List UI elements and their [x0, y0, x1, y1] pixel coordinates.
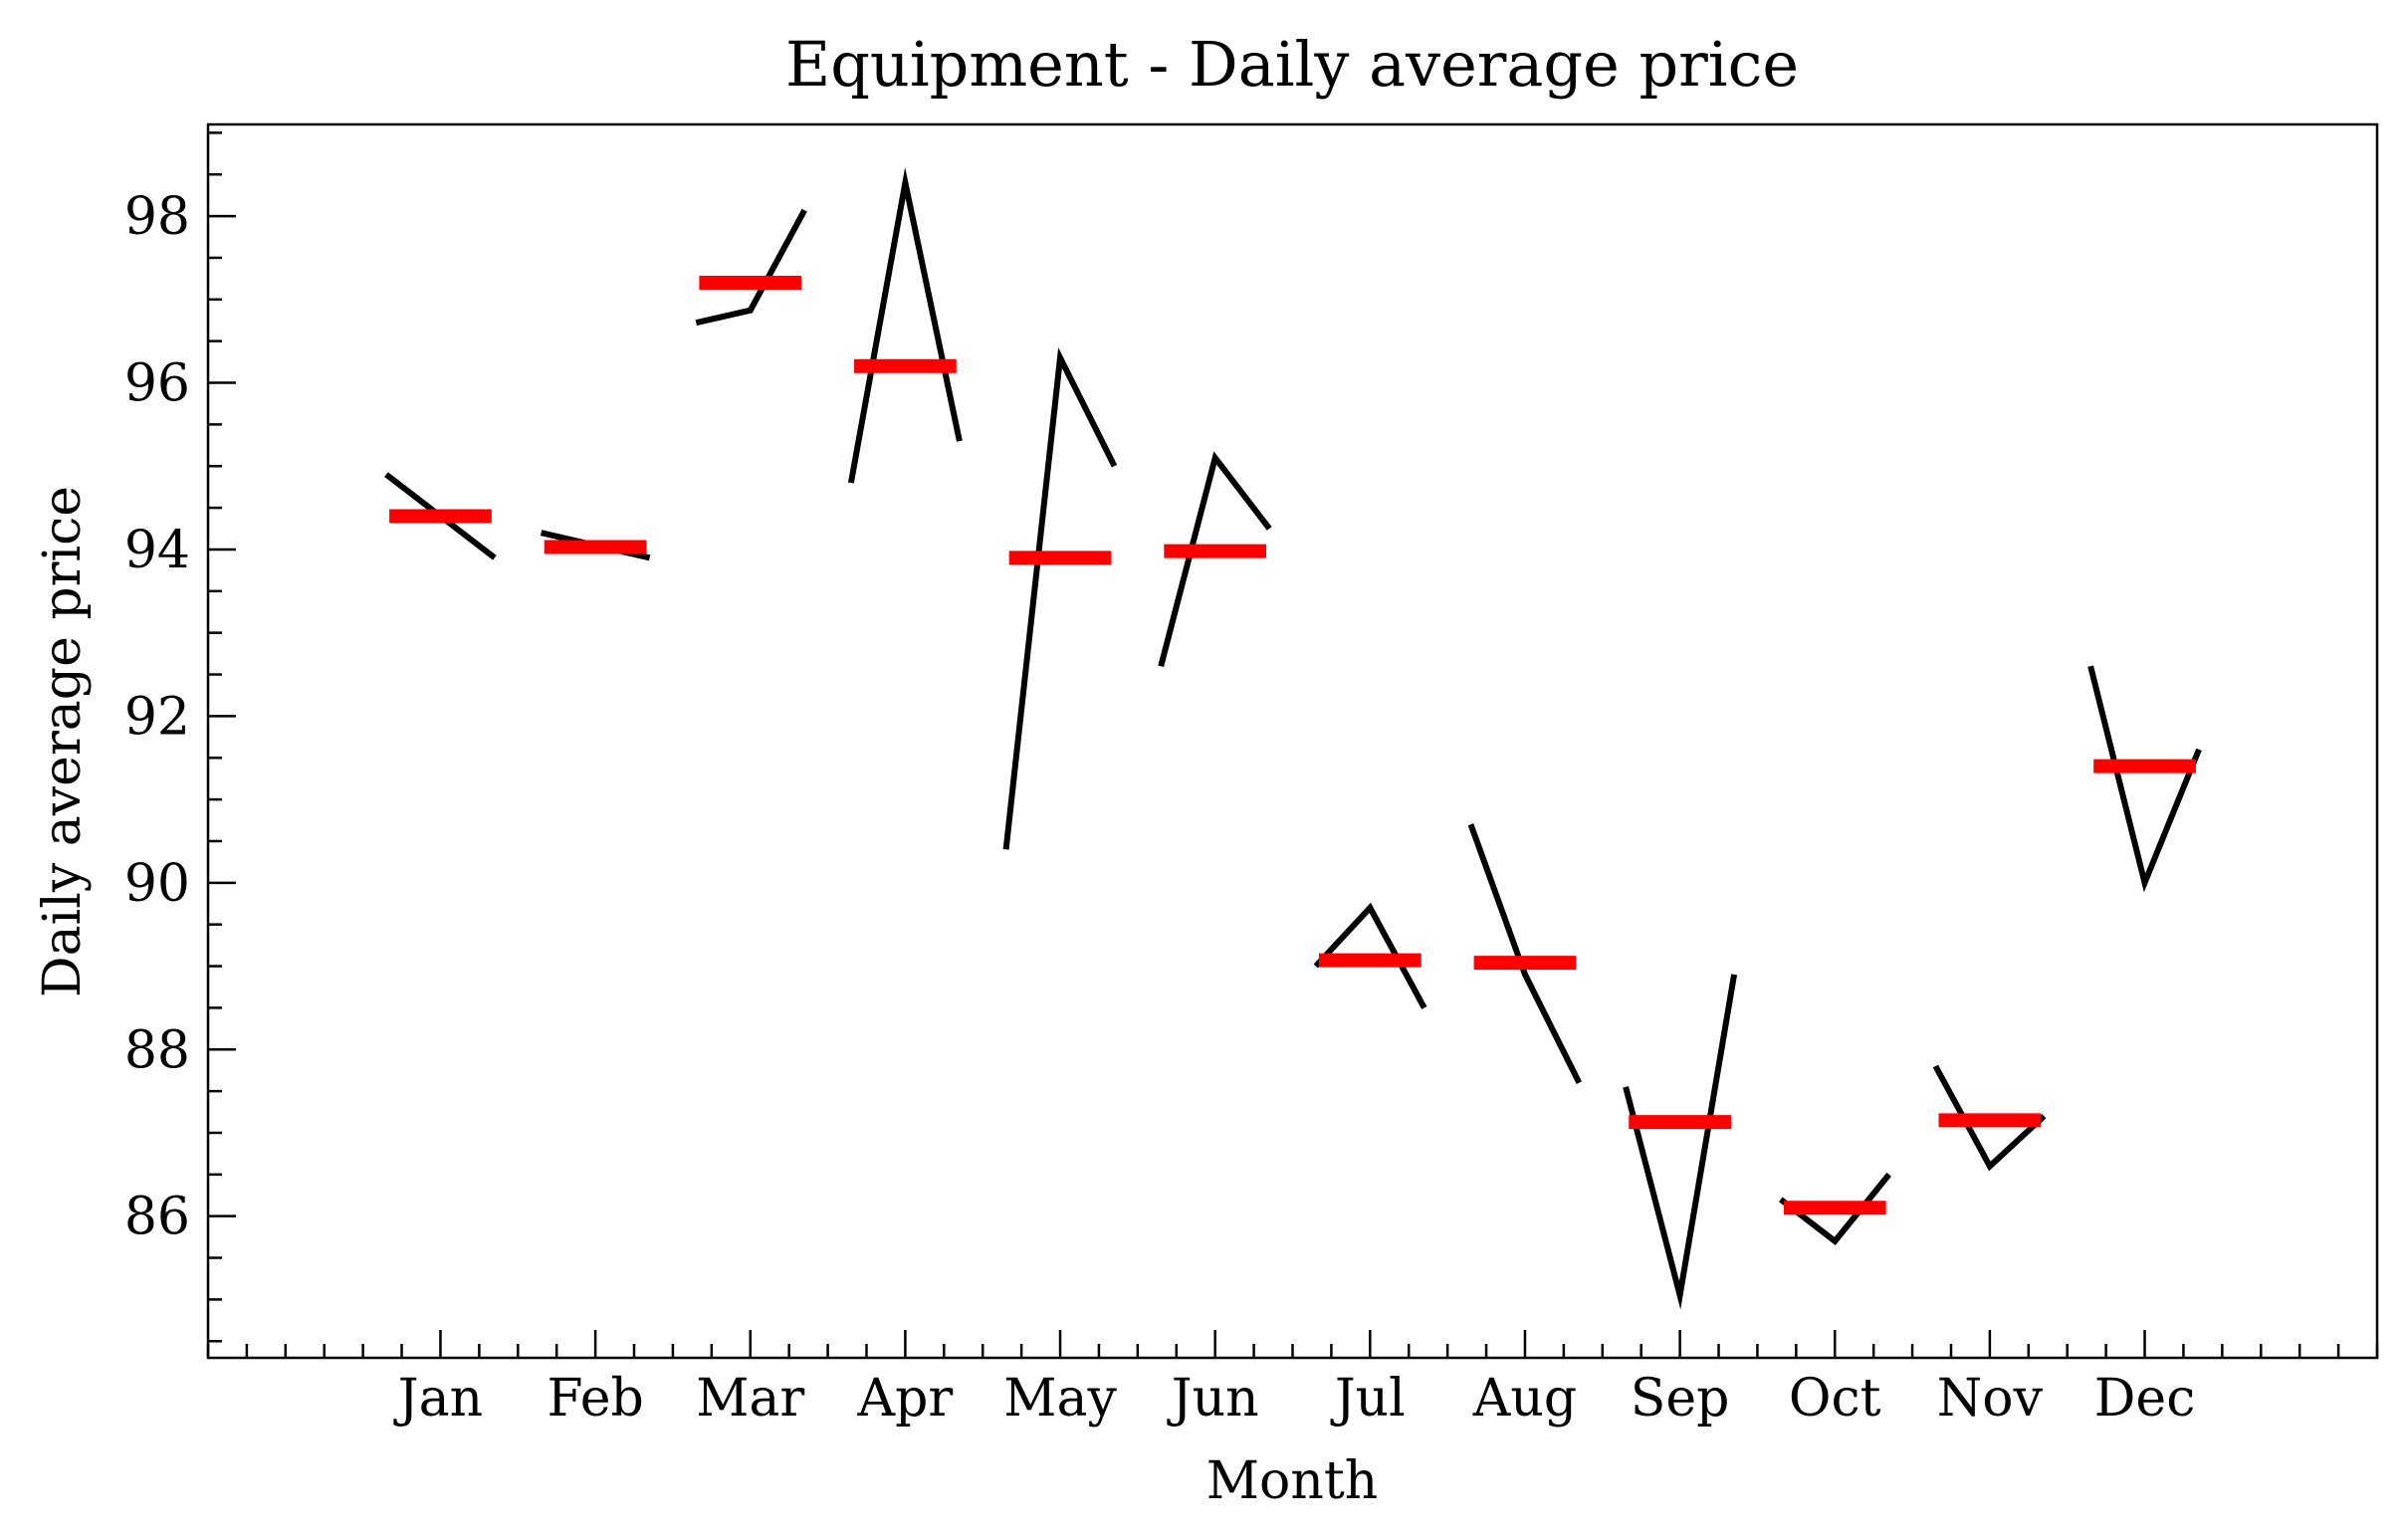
plot-marks: [384, 166, 2202, 1310]
daily-price-line: [1158, 451, 1272, 667]
x-tick-label: Apr: [857, 1369, 954, 1429]
x-tick-label: Jun: [1167, 1369, 1259, 1429]
y-tick-label: 98: [124, 187, 190, 247]
x-tick-label: Sep: [1631, 1369, 1730, 1429]
y-tick-label: 92: [124, 687, 190, 747]
daily-price-line: [1932, 1064, 2047, 1172]
y-tick-label: 86: [124, 1188, 190, 1247]
daily-price-line: [1002, 346, 1118, 850]
x-tick-label: Nov: [1937, 1369, 2044, 1429]
tick-labels: Jan Feb Mar Apr May Jun Jul Aug Sep Oct Nov Dec 86 88…: [124, 187, 2196, 1429]
daily-price-line: [1467, 823, 1583, 1085]
daily-price-line: [847, 166, 963, 484]
x-tick-label: Aug: [1472, 1369, 1577, 1429]
plot-frame: [206, 122, 2379, 1360]
x-tick-label: Jul: [1330, 1369, 1406, 1429]
daily-price-line: [695, 208, 807, 327]
x-axis-label: Month: [1206, 1451, 1378, 1511]
x-tick-label: Dec: [2094, 1369, 2196, 1429]
y-tick-label: 94: [124, 521, 190, 580]
y-tick-label: 90: [124, 854, 190, 914]
y-tick-label: 88: [124, 1020, 190, 1080]
daily-price-line: [1313, 902, 1427, 1009]
daily-price-line: [1623, 974, 1738, 1310]
y-tick-label: 96: [124, 354, 190, 414]
x-tick-label: Mar: [696, 1369, 804, 1429]
x-tick-label: Jan: [393, 1369, 483, 1429]
y-axis-label: Daily average price: [33, 486, 93, 997]
x-tick-label: May: [1003, 1369, 1117, 1429]
x-tick-label: Feb: [547, 1369, 643, 1429]
x-tick-label: Oct: [1789, 1369, 1881, 1429]
daily-price-line: [2087, 665, 2202, 893]
chart-title: Equipment - Daily average price: [785, 28, 1799, 101]
